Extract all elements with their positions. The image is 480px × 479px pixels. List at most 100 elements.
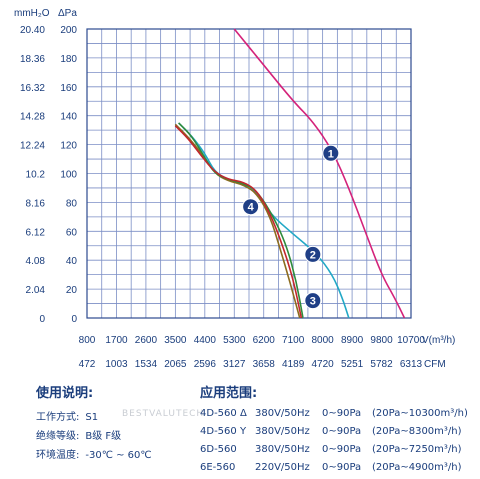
x-tick-m3h: 8900 xyxy=(341,335,364,346)
y-tick-pa: 40 xyxy=(66,256,78,267)
y-tick-mmh2o: 12.24 xyxy=(20,141,45,152)
x-tick-cfm: 2065 xyxy=(164,359,187,370)
scope-range: (20Pa~4900m³/h) xyxy=(372,462,462,473)
y-tick-pa: 120 xyxy=(60,141,77,152)
x-tick-cfm: 5782 xyxy=(370,359,393,370)
x-tick-cfm: 3658 xyxy=(253,359,276,370)
y-tick-mmh2o: 10.2 xyxy=(26,170,46,181)
x-tick-m3h: 3500 xyxy=(164,335,187,346)
x-tick-m3h: 2600 xyxy=(135,335,158,346)
x-tick-m3h: 6200 xyxy=(253,335,276,346)
x-tick-cfm: 6313 xyxy=(400,359,423,370)
scope-pressure: 0~90Pa xyxy=(322,426,362,437)
chart-curve-markers: 1 2 3 4 xyxy=(242,144,340,310)
x-tick-cfm: 3127 xyxy=(223,359,246,370)
curve-marker-label-2: 2 xyxy=(310,249,316,261)
y-tick-pa: 160 xyxy=(60,83,77,94)
chart-tick-labels: 0 20 40 60 80 100 120 140 160 180 200 0 2.04 4.08 6.12… xyxy=(20,25,425,370)
curve-marker-4 xyxy=(242,198,260,216)
x-tick-m3h: 8000 xyxy=(312,335,335,346)
x-tick-m3h: 4400 xyxy=(194,335,217,346)
scope-range: (20Pa~8300m³/h) xyxy=(372,426,462,437)
y-tick-mmh2o: 16.32 xyxy=(20,83,45,94)
y-tick-pa: 0 xyxy=(71,314,77,325)
scope-pressure: 0~90Pa xyxy=(322,444,362,455)
chart-grid xyxy=(86,28,412,319)
scope-power: 380V/50Hz xyxy=(255,408,310,419)
x-tick-m3h: 800 xyxy=(79,335,96,346)
x-tick-cfm: 4720 xyxy=(312,359,335,370)
curve-marker-3 xyxy=(304,292,322,310)
curve-marker-1 xyxy=(322,144,340,162)
y-tick-mmh2o: 2.04 xyxy=(26,285,46,296)
y-tick-mmh2o: 8.16 xyxy=(26,198,46,209)
y-tick-mmh2o: 0 xyxy=(39,314,45,325)
usage-title: 使用说明: xyxy=(36,386,94,401)
x-tick-m3h: 1700 xyxy=(105,335,128,346)
scope-title: 应用范围: xyxy=(200,386,258,401)
curve-marker-label-4: 4 xyxy=(248,202,255,214)
y-tick-pa: 180 xyxy=(60,54,77,65)
scope-range: (20Pa~10300m³/h) xyxy=(372,408,468,419)
y-tick-mmh2o: 14.28 xyxy=(20,112,45,123)
series-line-1 xyxy=(233,28,406,319)
fan-performance-chart: 0 20 40 60 80 100 120 140 160 180 200 0 2.04 4.08 6.12… xyxy=(14,8,455,370)
curve-marker-label-3: 3 xyxy=(310,296,316,308)
usage-row: 工作方式: S1 xyxy=(36,408,98,423)
scope-power: 220V/50Hz xyxy=(255,462,310,473)
usage-value: B级 F级 xyxy=(85,431,122,442)
x-tick-m3h: 10700 xyxy=(397,335,425,346)
curve-marker-2 xyxy=(304,245,322,263)
scope-model: 4D-560 xyxy=(200,408,237,419)
usage-value: S1 xyxy=(85,412,99,423)
x-tick-m3h: 9800 xyxy=(370,335,393,346)
chart-series xyxy=(174,28,406,319)
usage-label: 绝缘等级: xyxy=(36,431,80,442)
scope-conn: Y xyxy=(240,426,247,437)
scope-pressure: 0~90Pa xyxy=(322,408,362,419)
usage-row: 环境温度: -30℃ ~ 60℃ xyxy=(36,446,152,461)
footer-notes: 使用说明: 应用范围: BESTVALUTECH 工作方式: S1 绝缘等级: B级 … xyxy=(0,378,480,478)
plot-frame xyxy=(86,28,412,319)
x-unit-top: V(m³/h) xyxy=(422,335,455,346)
y-tick-mmh2o: 18.36 xyxy=(20,54,45,65)
y-tick-pa: 20 xyxy=(66,285,78,296)
x-tick-cfm: 4189 xyxy=(282,359,305,370)
y-tick-pa: 80 xyxy=(66,198,78,209)
y-tick-pa: 140 xyxy=(60,112,77,123)
y-unit-left: mmH₂O xyxy=(14,8,50,19)
scope-conn: Δ xyxy=(240,408,247,419)
y-tick-pa: 100 xyxy=(60,170,77,181)
y-tick-mmh2o: 6.12 xyxy=(26,227,46,238)
scope-pressure: 0~90Pa xyxy=(322,462,362,473)
usage-value: -30℃ ~ 60℃ xyxy=(85,450,152,461)
x-tick-m3h: 5300 xyxy=(223,335,246,346)
x-tick-cfm: 5251 xyxy=(341,359,364,370)
y-tick-mmh2o: 20.40 xyxy=(20,25,45,36)
series-line-3 xyxy=(174,123,301,319)
scope-model: 6E-560 xyxy=(200,462,236,473)
y-unit-right: ΔPa xyxy=(58,8,77,19)
x-tick-cfm: 1534 xyxy=(135,359,158,370)
scope-power: 380V/50Hz xyxy=(255,426,310,437)
series-line-extra-4 xyxy=(174,125,303,319)
scope-model: 4D-560 xyxy=(200,426,237,437)
x-unit-bottom: CFM xyxy=(424,359,446,370)
x-tick-cfm: 2596 xyxy=(194,359,217,370)
scope-model: 6D-560 xyxy=(200,444,237,455)
x-tick-cfm: 472 xyxy=(79,359,96,370)
series-line-4 xyxy=(178,122,304,319)
usage-row: 绝缘等级: B级 F级 xyxy=(36,427,121,442)
x-tick-m3h: 7100 xyxy=(282,335,305,346)
scope-power: 380V/50Hz xyxy=(255,444,310,455)
usage-label: 环境温度: xyxy=(36,450,80,461)
x-tick-cfm: 1003 xyxy=(105,359,128,370)
y-tick-mmh2o: 4.08 xyxy=(26,256,46,267)
curve-marker-label-1: 1 xyxy=(328,148,334,160)
usage-label: 工作方式: xyxy=(36,412,80,423)
scope-range: (20Pa~7250m³/h) xyxy=(372,444,462,455)
y-tick-pa: 200 xyxy=(60,25,77,36)
chart-axes xyxy=(86,28,412,319)
y-tick-pa: 60 xyxy=(66,227,78,238)
watermark-text: BESTVALUTECH xyxy=(122,409,205,419)
